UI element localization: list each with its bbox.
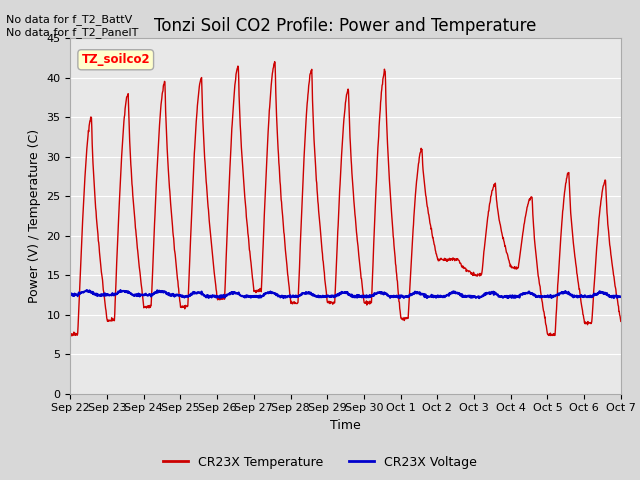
- CR23X Voltage: [504, 293, 511, 299]
- CR23X Voltage: [432, 295, 440, 300]
- CR23X Temperature: [251, 288, 259, 294]
- CR23X Temperature: [68, 333, 76, 338]
- Legend: CR23X Temperature, CR23X Voltage: CR23X Temperature, CR23X Voltage: [159, 451, 481, 474]
- CR23X Temperature: [67, 331, 74, 337]
- CR23X Temperature: [552, 312, 560, 317]
- Y-axis label: Power (V) / Temperature (C): Power (V) / Temperature (C): [28, 129, 41, 303]
- Title: Tonzi Soil CO2 Profile: Power and Temperature: Tonzi Soil CO2 Profile: Power and Temper…: [154, 17, 537, 36]
- CR23X Voltage: [396, 295, 404, 301]
- CR23X Voltage: [189, 289, 197, 295]
- X-axis label: Time: Time: [330, 419, 361, 432]
- Line: CR23X Temperature: CR23X Temperature: [70, 61, 621, 336]
- CR23X Voltage: [67, 292, 74, 298]
- CR23X Voltage: [251, 294, 259, 300]
- Line: CR23X Voltage: CR23X Voltage: [70, 290, 621, 298]
- CR23X Temperature: [271, 59, 278, 64]
- CR23X Voltage: [176, 292, 184, 298]
- CR23X Temperature: [176, 298, 184, 304]
- Text: TZ_soilco2: TZ_soilco2: [81, 53, 150, 66]
- CR23X Temperature: [617, 319, 625, 324]
- CR23X Voltage: [617, 294, 625, 300]
- CR23X Voltage: [552, 292, 560, 298]
- CR23X Temperature: [189, 176, 197, 182]
- Text: No data for f_T2_BattV
No data for f_T2_PanelT: No data for f_T2_BattV No data for f_T2_…: [6, 14, 139, 38]
- CR23X Voltage: [83, 287, 91, 293]
- CR23X Temperature: [504, 252, 511, 258]
- CR23X Temperature: [432, 249, 440, 254]
